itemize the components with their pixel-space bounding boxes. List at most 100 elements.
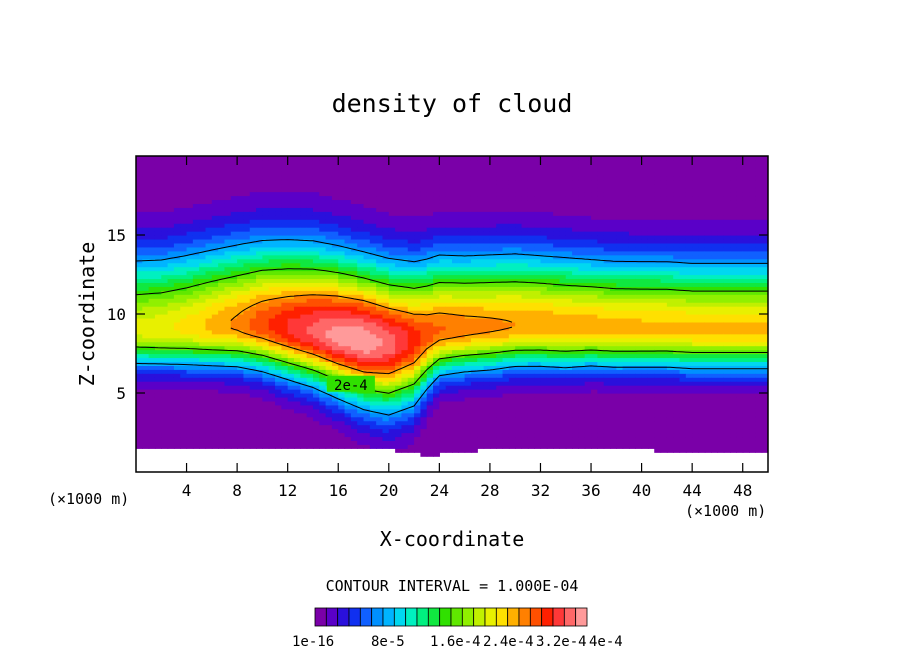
heatmap-cell: [338, 242, 346, 248]
heatmap-cell: [294, 310, 301, 315]
heatmap-cell: [350, 294, 358, 299]
heatmap-cell: [275, 314, 282, 319]
heatmap-cell: [388, 171, 396, 177]
heatmap-cell: [477, 381, 485, 386]
heatmap-cell: [161, 219, 169, 224]
heatmap-cell: [515, 317, 523, 323]
heatmap-cell: [445, 302, 453, 307]
heatmap-cell: [249, 199, 257, 204]
heatmap-cell: [306, 400, 314, 406]
heatmap-cell: [268, 270, 276, 276]
heatmap-cell: [414, 440, 421, 445]
heatmap-cell: [420, 310, 428, 315]
heatmap-cell: [275, 404, 282, 410]
heatmap-cell: [268, 345, 276, 351]
heatmap-cell: [534, 211, 542, 216]
heatmap-cell: [508, 298, 516, 303]
heatmap-cell: [521, 310, 529, 315]
heatmap-cell: [464, 290, 472, 295]
heatmap-cell: [325, 302, 333, 307]
heatmap-cell: [521, 187, 529, 193]
heatmap-cell: [294, 333, 301, 339]
heatmap-cell: [161, 171, 169, 177]
heatmap-cell: [407, 278, 415, 283]
heatmap-cell: [199, 341, 207, 347]
heatmap-cell: [224, 400, 232, 406]
heatmap-cell: [433, 444, 440, 449]
heatmap-cell: [496, 428, 504, 434]
heatmap-cell: [211, 377, 219, 382]
heatmap-cell: [218, 337, 226, 343]
heatmap-cell: [464, 377, 472, 382]
heatmap-cell: [224, 219, 232, 224]
heatmap-cell: [401, 242, 409, 248]
heatmap-cell: [553, 436, 561, 441]
heatmap-cell: [161, 278, 169, 283]
heatmap-cell: [407, 191, 415, 197]
heatmap-cell: [382, 175, 390, 181]
heatmap-cell: [300, 163, 308, 169]
heatmap-cell: [433, 207, 440, 212]
heatmap-cell: [211, 282, 219, 287]
heatmap-cell: [142, 203, 150, 208]
heatmap-cell: [224, 227, 232, 232]
heatmap-cell: [420, 250, 428, 256]
heatmap-cell: [433, 408, 440, 414]
heatmap-cell: [325, 290, 333, 295]
heatmap-cell: [256, 163, 263, 169]
heatmap-cell: [167, 199, 175, 204]
heatmap-cell: [237, 274, 245, 280]
heatmap-cell: [458, 286, 466, 291]
heatmap-cell: [502, 199, 510, 204]
heatmap-cell: [218, 302, 226, 307]
heatmap-cell: [508, 353, 516, 359]
heatmap-cell: [546, 341, 554, 347]
heatmap-cell: [502, 242, 510, 248]
heatmap-cell: [312, 424, 320, 430]
heatmap-cell: [338, 333, 346, 339]
heatmap-cell: [433, 393, 440, 398]
heatmap-cell: [180, 444, 188, 449]
heatmap-cell: [388, 187, 396, 193]
heatmap-cell: [312, 227, 320, 232]
heatmap-cell: [350, 171, 358, 177]
heatmap-cell: [312, 286, 320, 291]
heatmap-cell: [338, 282, 346, 287]
heatmap-cell: [420, 290, 428, 295]
heatmap-cell: [426, 270, 434, 276]
heatmap-cell: [224, 191, 232, 197]
heatmap-cell: [211, 349, 219, 355]
heatmap-cell: [376, 242, 384, 248]
heatmap-cell: [344, 175, 352, 181]
heatmap-cell: [489, 262, 497, 268]
heatmap-cell: [256, 175, 263, 181]
heatmap-cell: [161, 420, 169, 426]
heatmap-cell: [527, 235, 535, 240]
heatmap-cell: [483, 227, 491, 232]
heatmap-cell: [502, 274, 510, 280]
heatmap-cell: [230, 408, 238, 414]
heatmap-cell: [199, 400, 207, 406]
heatmap-cell: [489, 215, 497, 220]
heatmap-cell: [180, 195, 188, 201]
heatmap-cell: [414, 199, 421, 204]
heatmap-cell: [502, 385, 510, 390]
heatmap-cell: [154, 191, 162, 197]
heatmap-cell: [275, 258, 282, 264]
heatmap-cell: [401, 159, 409, 165]
heatmap-cell: [350, 238, 358, 244]
heatmap-cell: [331, 250, 339, 256]
heatmap-cell: [224, 440, 232, 445]
heatmap-cell: [167, 254, 175, 260]
heatmap-cell: [445, 211, 453, 216]
heatmap-cell: [218, 195, 226, 201]
heatmap-cell: [496, 317, 504, 323]
heatmap-cell: [224, 167, 232, 173]
heatmap-cell: [287, 171, 295, 177]
heatmap-cell: [312, 191, 320, 197]
heatmap-cell: [167, 361, 175, 366]
heatmap-cell: [243, 187, 251, 193]
heatmap-cell: [192, 167, 200, 173]
heatmap-cell: [218, 428, 226, 434]
heatmap-cell: [521, 290, 529, 295]
